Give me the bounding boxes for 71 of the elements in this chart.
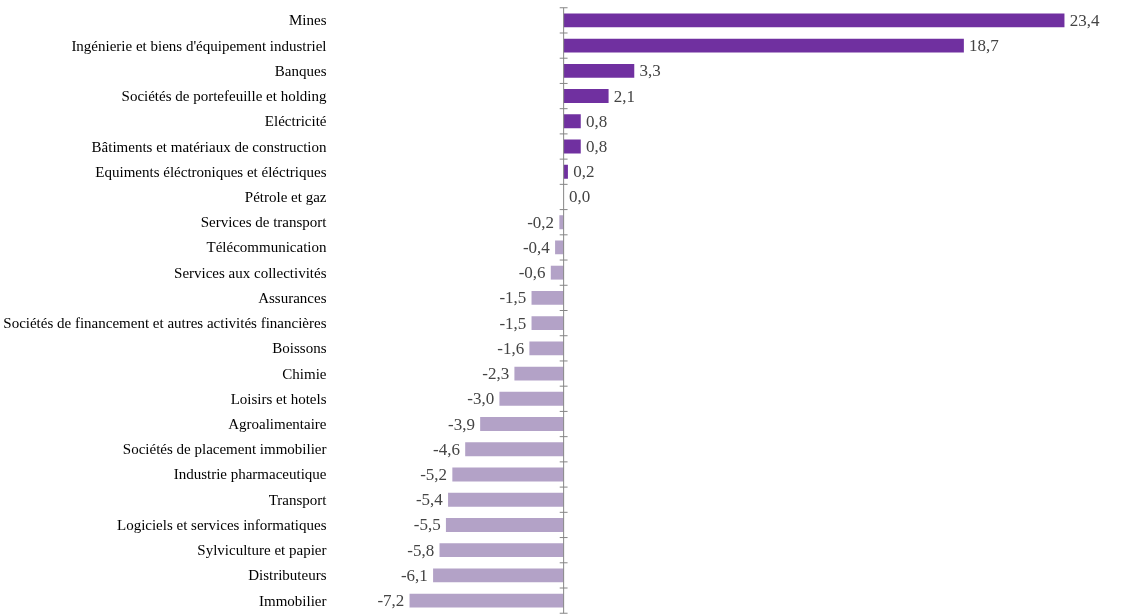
bar	[409, 593, 564, 608]
data-label: -3,0	[467, 389, 495, 409]
bar	[465, 442, 564, 457]
y-tick-label: Boissons	[272, 340, 327, 357]
data-label: -3,9	[448, 414, 475, 434]
data-label: 0,2	[573, 162, 595, 182]
data-label: 0,8	[586, 111, 608, 131]
data-label: -6,1	[400, 565, 428, 585]
data-label: -0,2	[527, 212, 555, 232]
bar	[563, 164, 568, 179]
data-label: -4,6	[433, 439, 460, 459]
bar	[563, 13, 1065, 28]
y-tick-label: Ingénierie et biens d'équipement industriel	[71, 37, 327, 54]
y-tick-label: Agroalimentaire	[228, 416, 327, 433]
data-label: 3,3	[639, 61, 661, 81]
bar	[480, 417, 564, 431]
bar	[439, 543, 564, 558]
y-tick-label: Chimie	[282, 365, 327, 382]
y-tick-label: Mines	[289, 12, 327, 29]
y-tick-label: Industrie pharmaceutique	[173, 466, 327, 483]
bar	[452, 467, 564, 482]
data-label: -1,6	[497, 338, 525, 358]
y-tick-label: Sociétés de portefeuille et holding	[121, 88, 327, 105]
y-tick-label: Services aux collectivités	[174, 264, 327, 281]
y-tick-label: Bâtiments et matériaux de construction	[91, 138, 327, 155]
data-label: -5,5	[413, 515, 441, 535]
data-label: -0,4	[522, 237, 551, 257]
y-tick-label: Logiciels et services informatiques	[116, 516, 327, 533]
bar	[499, 391, 564, 406]
data-label: -0,6	[518, 263, 546, 283]
y-tick-label: Transport	[268, 491, 328, 508]
y-tick-label: Assurances	[258, 289, 327, 306]
bar	[563, 114, 581, 129]
bar	[563, 89, 609, 103]
y-tick-label: Loisirs et hotels	[230, 390, 327, 407]
y-tick-label: Eléctricité	[264, 113, 327, 130]
data-label: -5,4	[415, 490, 444, 510]
y-tick-label: Banques	[274, 62, 327, 79]
bar	[531, 316, 564, 331]
bar	[559, 215, 564, 230]
data-label: 23,4	[1069, 10, 1100, 30]
y-tick-label: Immobilier	[259, 592, 327, 609]
bar	[531, 290, 564, 305]
data-label: 2,1	[613, 86, 636, 106]
bar	[555, 240, 564, 255]
bar	[529, 341, 564, 356]
bar	[514, 366, 564, 381]
data-label: 0,0	[568, 187, 591, 207]
data-label: -1,5	[499, 288, 527, 308]
data-label: -1,5	[499, 313, 527, 333]
y-tick-label: Sociétés de placement immobilier	[122, 441, 327, 458]
bar	[445, 518, 564, 532]
bar	[563, 139, 581, 154]
y-tick-label: Sociétés de financement et autres activités financières	[3, 315, 327, 332]
data-label: -7,2	[377, 591, 405, 611]
data-label: 0,8	[586, 137, 608, 157]
bar	[550, 265, 564, 280]
data-label: 18,7	[969, 36, 1000, 56]
data-label: -5,2	[420, 464, 448, 484]
y-tick-label: Equiments éléctroniques et éléctriques	[95, 163, 327, 180]
bar	[563, 38, 964, 53]
y-tick-label: Télécommunication	[206, 239, 327, 256]
bar	[448, 492, 564, 507]
y-tick-label: Distributeurs	[248, 567, 327, 584]
y-tick-label: Sylviculture et papier	[197, 542, 327, 559]
bar	[563, 63, 635, 78]
bar	[433, 568, 564, 583]
data-label: -2,3	[482, 364, 510, 384]
y-tick-label: Pétrole et gaz	[244, 188, 327, 205]
y-tick-label: Services de transport	[200, 214, 328, 231]
data-label: -5,8	[407, 540, 435, 560]
